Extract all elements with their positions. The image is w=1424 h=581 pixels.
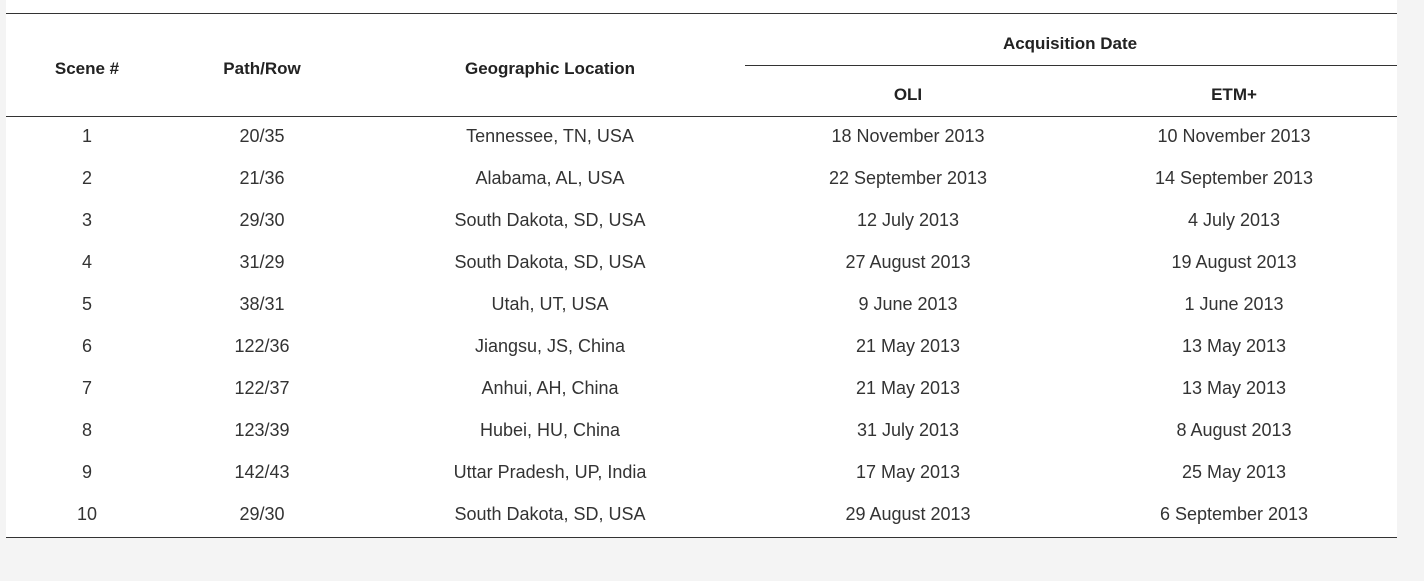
bottom-rule: [6, 537, 1397, 538]
cell-etm-date: 4 July 2013: [1187, 210, 1281, 230]
cell-path-row: 31/29: [239, 252, 285, 272]
cell-path-row: 29/30: [239, 210, 285, 230]
cell-etm-date: 14 September 2013: [1154, 168, 1314, 188]
cell-scene: 2: [81, 168, 93, 188]
cell-oli-date: 21 May 2013: [855, 336, 961, 356]
cell-oli-date: 21 May 2013: [855, 378, 961, 398]
cell-path-row: 29/30: [239, 504, 285, 524]
cell-oli-date: 31 July 2013: [856, 420, 960, 440]
cell-path-row: 122/37: [234, 378, 290, 398]
cell-scene: 8: [81, 420, 93, 440]
cell-location: Jiangsu, JS, China: [474, 336, 626, 356]
cell-etm-date: 13 May 2013: [1181, 336, 1287, 356]
cell-location: South Dakota, SD, USA: [454, 504, 646, 524]
cell-scene: 7: [81, 378, 93, 398]
cell-path-row: 38/31: [239, 294, 285, 314]
cell-etm-date: 19 August 2013: [1171, 252, 1297, 272]
cell-location: Anhui, AH, China: [481, 378, 619, 398]
cell-scene: 3: [81, 210, 93, 230]
cell-etm-date: 8 August 2013: [1176, 420, 1292, 440]
cell-location: Utah, UT, USA: [491, 294, 609, 314]
table-panel: [6, 0, 1397, 537]
cell-scene: 9: [81, 462, 93, 482]
cell-path-row: 123/39: [234, 420, 290, 440]
cell-oli-date: 27 August 2013: [845, 252, 971, 272]
cell-path-row: 20/35: [239, 126, 285, 146]
cell-scene: 5: [81, 294, 93, 314]
cell-path-row: 142/43: [234, 462, 290, 482]
cell-etm-date: 10 November 2013: [1157, 126, 1311, 146]
cell-oli-date: 9 June 2013: [858, 294, 958, 314]
acquisition-rule: [745, 65, 1397, 66]
cell-oli-date: 17 May 2013: [855, 462, 961, 482]
cell-oli-date: 18 November 2013: [831, 126, 985, 146]
cell-path-row: 21/36: [239, 168, 285, 188]
cell-location: South Dakota, SD, USA: [454, 252, 646, 272]
cell-scene: 4: [81, 252, 93, 272]
cell-scene: 1: [81, 126, 93, 146]
cell-etm-date: 25 May 2013: [1181, 462, 1287, 482]
cell-path-row: 122/36: [234, 336, 290, 356]
header-acquisition-date: Acquisition Date: [1002, 34, 1138, 53]
cell-oli-date: 12 July 2013: [856, 210, 960, 230]
cell-etm-date: 1 June 2013: [1184, 294, 1284, 314]
header-bottom-rule: [6, 116, 1397, 117]
header-oli: OLI: [893, 85, 923, 104]
cell-location: Tennessee, TN, USA: [466, 126, 634, 146]
top-rule: [6, 13, 1397, 14]
header-path-row: Path/Row: [223, 59, 301, 78]
header-etm: ETM+: [1211, 85, 1257, 104]
header-scene: Scene #: [54, 59, 120, 78]
cell-location: South Dakota, SD, USA: [454, 210, 646, 230]
cell-oli-date: 29 August 2013: [845, 504, 971, 524]
cell-location: Uttar Pradesh, UP, India: [453, 462, 647, 482]
cell-etm-date: 13 May 2013: [1181, 378, 1287, 398]
cell-oli-date: 22 September 2013: [828, 168, 988, 188]
cell-scene: 10: [76, 504, 98, 524]
cell-location: Alabama, AL, USA: [475, 168, 625, 188]
header-location: Geographic Location: [464, 59, 636, 78]
cell-scene: 6: [81, 336, 93, 356]
cell-location: Hubei, HU, China: [479, 420, 621, 440]
cell-etm-date: 6 September 2013: [1159, 504, 1309, 524]
